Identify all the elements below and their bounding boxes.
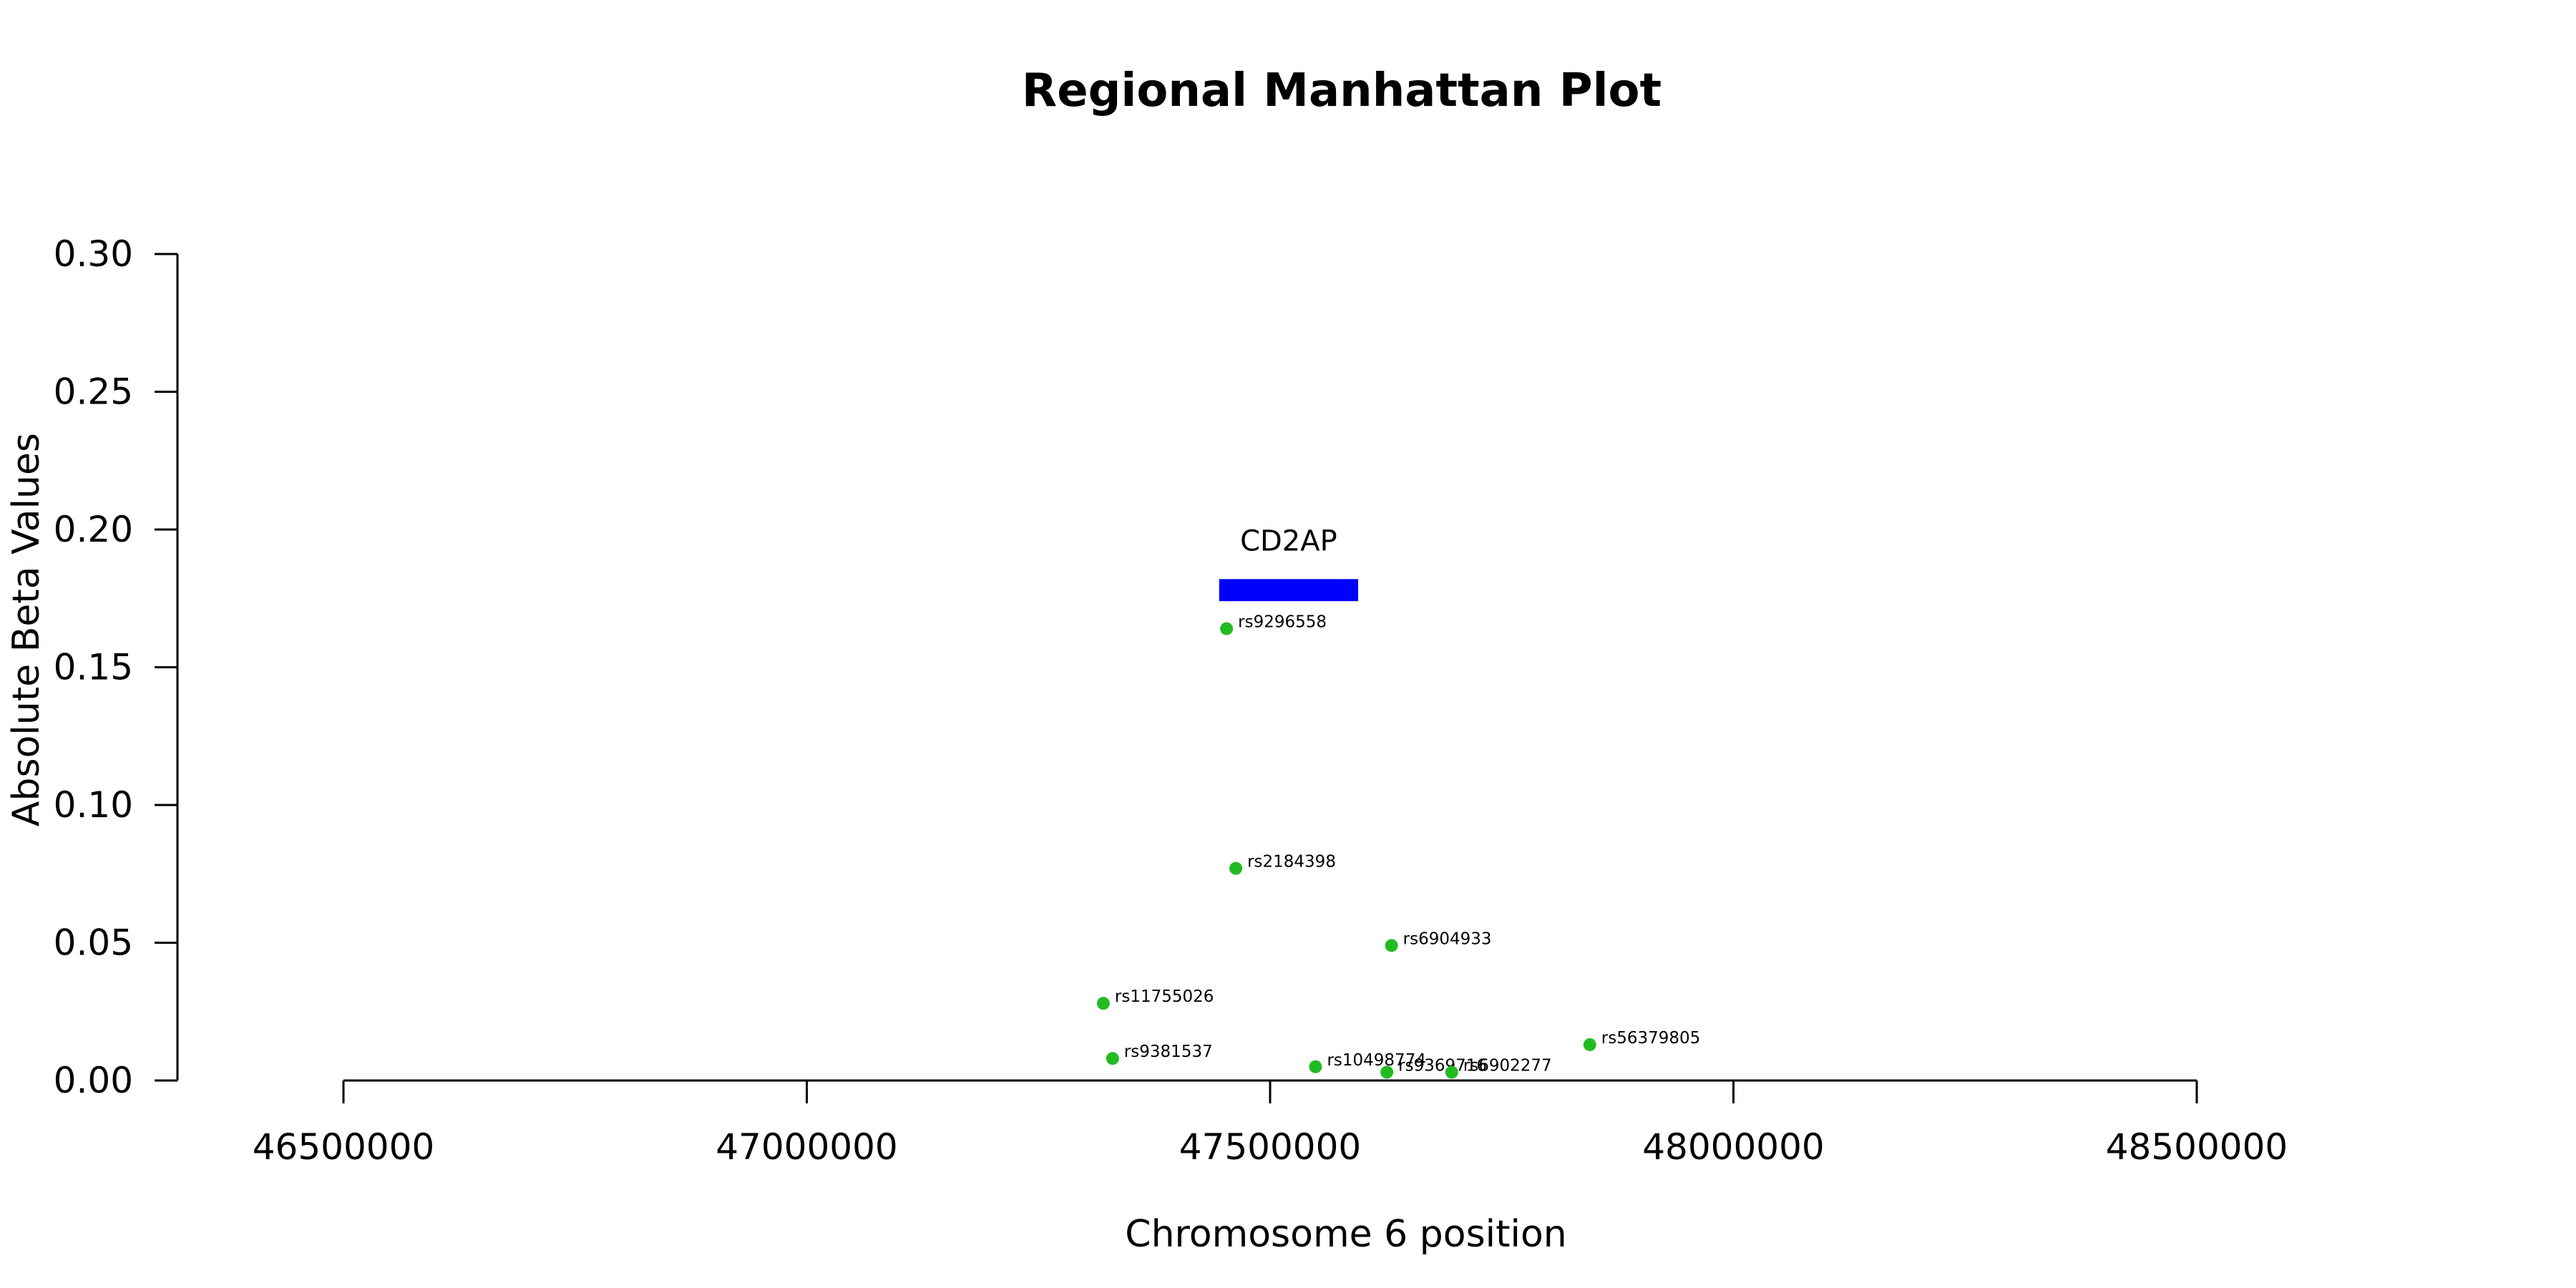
snp-point	[1583, 1038, 1596, 1051]
x-tick-label: 48000000	[1642, 1126, 1825, 1168]
snp-point	[1445, 1065, 1458, 1079]
snp-label: rs56379805	[1601, 1029, 1701, 1048]
x-tick-label: 48500000	[2106, 1126, 2288, 1168]
y-tick-label: 0.25	[54, 371, 133, 413]
snp-label: rs9381537	[1124, 1043, 1213, 1061]
y-tick-label: 0.20	[54, 509, 133, 550]
snp-point	[1385, 939, 1398, 952]
snp-label: rs10498774	[1327, 1051, 1426, 1070]
snp-label: rs6902277	[1463, 1056, 1552, 1075]
x-tick-label: 47000000	[716, 1126, 898, 1168]
snp-point	[1309, 1060, 1322, 1073]
snp-point	[1096, 997, 1110, 1010]
snp-point	[1220, 622, 1234, 635]
snp-label: rs11755026	[1115, 987, 1214, 1006]
snp-point	[1106, 1052, 1119, 1065]
gene-track: CD2AP	[1219, 525, 1359, 602]
x-axis-ticks: 46500000 47000000 47500000 48000000 48500000	[253, 1080, 2288, 1168]
snp-points: rs9296558 rs2184398 rs6904933 rs11755026 rs5…	[1096, 613, 1701, 1079]
x-tick-label: 46500000	[253, 1126, 435, 1168]
x-tick-label: 47500000	[1179, 1126, 1362, 1168]
y-tick-label: 0.15	[54, 647, 133, 688]
snp-point	[1229, 862, 1243, 875]
y-axis-ticks: 0.00 0.05 0.10 0.15 0.20 0.25 0.30	[54, 233, 177, 1101]
y-tick-label: 0.10	[54, 784, 133, 826]
snp-label: rs6904933	[1403, 930, 1492, 948]
x-axis-label: Chromosome 6 position	[1125, 1213, 1566, 1256]
snp-label: rs9296558	[1238, 613, 1327, 632]
gene-bar-cd2ap	[1219, 579, 1359, 602]
snp-label: rs9369716	[1398, 1056, 1487, 1075]
y-tick-label: 0.00	[54, 1060, 133, 1101]
snp-point	[1380, 1065, 1394, 1079]
y-axis-label: Absolute Beta Values	[5, 433, 48, 826]
y-tick-label: 0.05	[54, 922, 133, 964]
y-tick-label: 0.30	[54, 233, 133, 275]
chart-title: Regional Manhattan Plot	[1022, 64, 1662, 117]
gene-label: CD2AP	[1240, 525, 1337, 557]
snp-label: rs2184398	[1247, 853, 1336, 872]
